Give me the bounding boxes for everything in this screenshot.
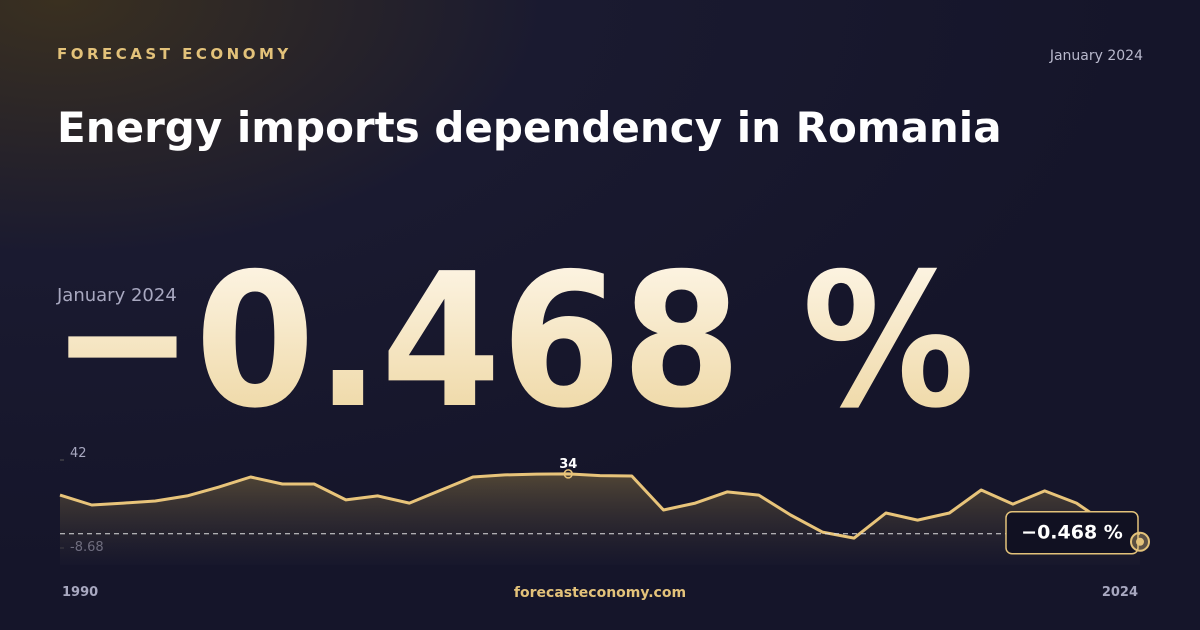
sparkline: -8.68423419902024−0.468 % <box>59 446 1150 600</box>
title: Energy imports dependency in Romania <box>57 103 1002 152</box>
site: forecasteconomy.com <box>514 585 686 601</box>
end-dot <box>1136 537 1144 546</box>
hero-value: −0.468 % <box>50 233 975 449</box>
area <box>60 473 1140 565</box>
header-date: January 2024 <box>1049 48 1143 64</box>
max-point <box>563 469 573 479</box>
line <box>59 472 1141 540</box>
x-tick-label: 2024 <box>1102 585 1138 600</box>
brand: FORECAST ECONOMY <box>57 45 292 63</box>
hero-date: January 2024 <box>56 285 177 306</box>
max-label: 34 <box>559 457 577 472</box>
y-tick-label: 42 <box>70 446 87 461</box>
x-tick-label: 1990 <box>62 585 98 600</box>
badge-label: −0.468 % <box>1021 522 1123 544</box>
